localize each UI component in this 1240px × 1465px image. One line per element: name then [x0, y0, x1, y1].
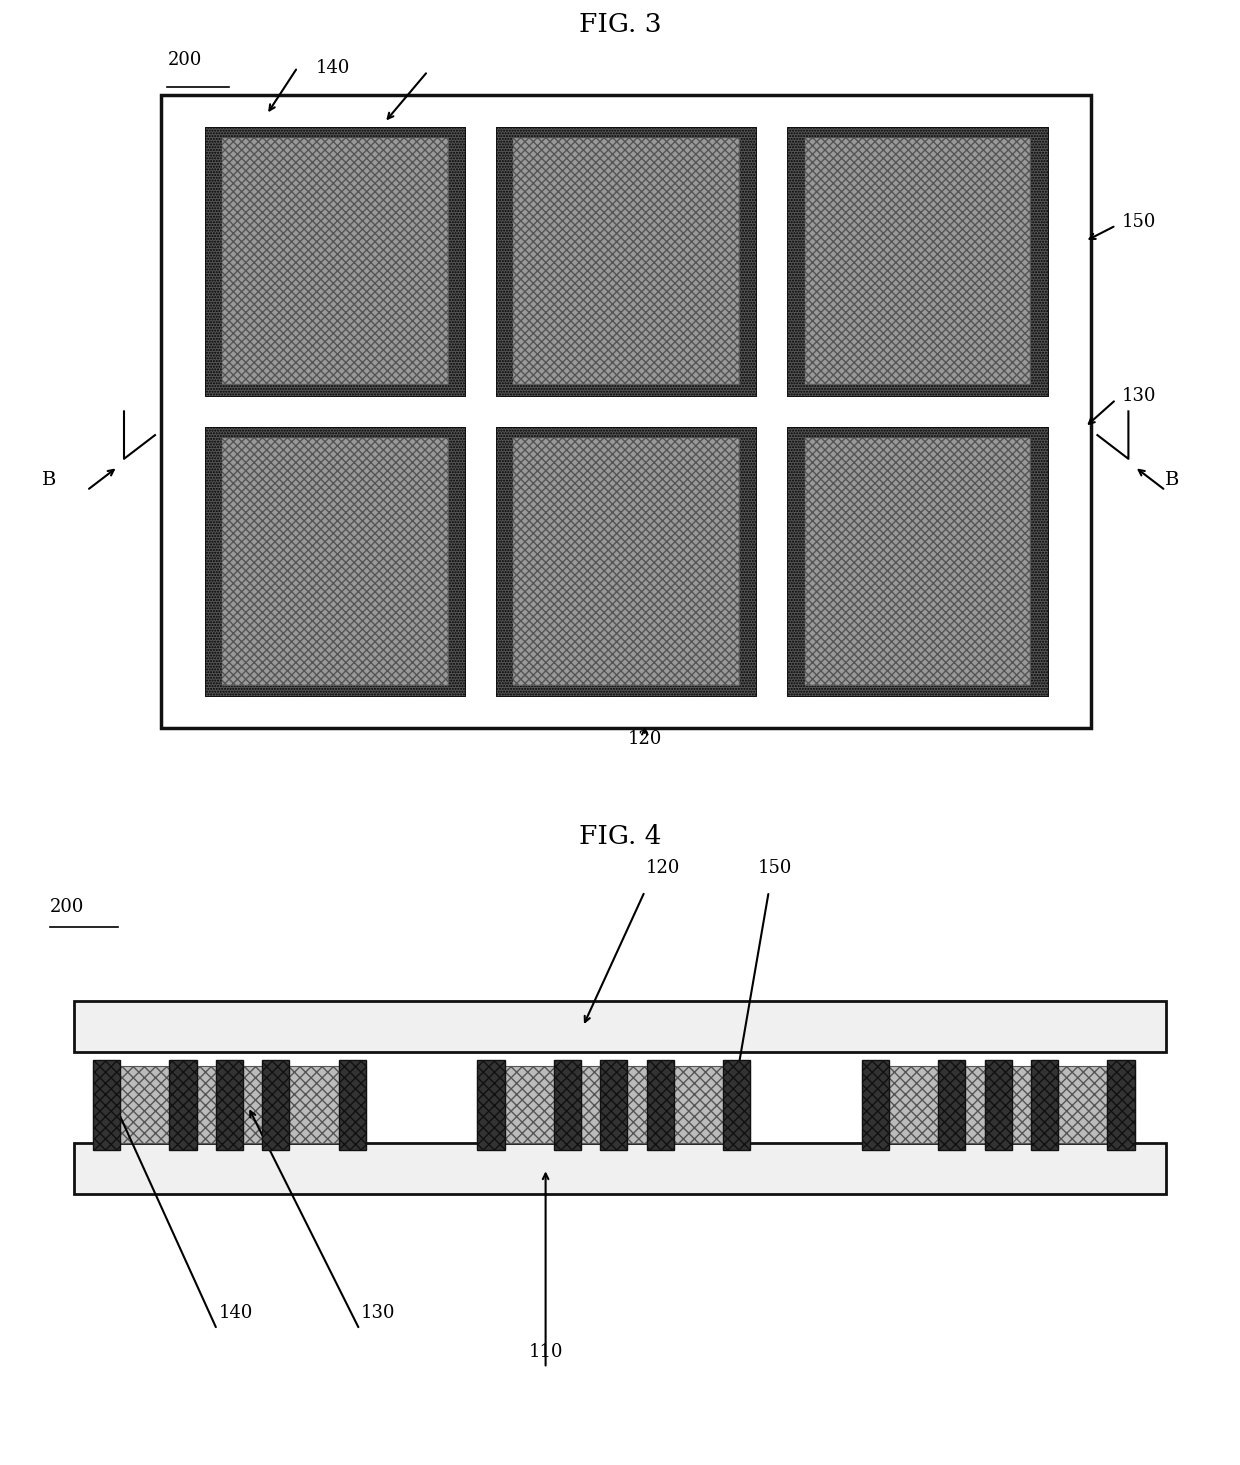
Text: 120: 120 — [646, 858, 681, 878]
Bar — [205, 428, 465, 696]
Text: 140: 140 — [218, 1304, 253, 1321]
Bar — [862, 1059, 889, 1150]
Bar — [1107, 1059, 1135, 1150]
Bar — [787, 126, 1048, 396]
Bar — [74, 1001, 1166, 1052]
Bar — [787, 428, 1048, 696]
Bar — [1030, 1059, 1058, 1150]
Bar — [93, 1059, 120, 1150]
Bar — [477, 1059, 505, 1150]
Text: B: B — [42, 470, 57, 489]
Bar — [646, 1059, 673, 1150]
Text: 150: 150 — [1122, 212, 1157, 230]
Bar — [805, 438, 1030, 686]
Text: 150: 150 — [758, 858, 792, 878]
Text: 110: 110 — [528, 1342, 563, 1361]
Bar — [805, 138, 1030, 384]
Bar — [222, 438, 448, 686]
Bar — [93, 1067, 366, 1143]
Text: 140: 140 — [316, 59, 351, 78]
Bar — [939, 1059, 966, 1150]
Text: B: B — [1164, 470, 1179, 489]
Bar — [222, 138, 448, 384]
Bar — [205, 428, 465, 696]
Bar — [205, 126, 465, 396]
Bar — [787, 428, 1048, 696]
Bar — [170, 1059, 197, 1150]
Text: FIG. 4: FIG. 4 — [579, 823, 661, 848]
Bar — [477, 1067, 750, 1143]
Bar — [74, 1143, 1166, 1194]
Bar — [554, 1059, 582, 1150]
Bar — [496, 126, 756, 396]
Bar — [513, 438, 739, 686]
Bar — [513, 138, 739, 384]
Text: 130: 130 — [1122, 387, 1157, 404]
Text: 200: 200 — [50, 898, 84, 916]
Bar — [262, 1059, 289, 1150]
Bar — [805, 138, 1030, 384]
Bar — [600, 1059, 627, 1150]
Bar — [496, 428, 756, 696]
Bar — [205, 126, 465, 396]
Bar — [862, 1067, 1135, 1143]
Text: 120: 120 — [627, 730, 662, 747]
Bar — [496, 428, 756, 696]
Text: 130: 130 — [361, 1304, 396, 1321]
Bar — [216, 1059, 243, 1150]
Bar — [222, 138, 448, 384]
Bar — [161, 95, 1091, 728]
Bar — [222, 438, 448, 686]
Text: FIG. 3: FIG. 3 — [579, 12, 661, 37]
Bar — [513, 438, 739, 686]
Bar — [723, 1059, 750, 1150]
Bar — [496, 126, 756, 396]
Bar — [339, 1059, 366, 1150]
Bar — [513, 138, 739, 384]
Text: 200: 200 — [167, 51, 202, 69]
Bar — [787, 126, 1048, 396]
Bar — [985, 1059, 1012, 1150]
Bar — [805, 438, 1030, 686]
